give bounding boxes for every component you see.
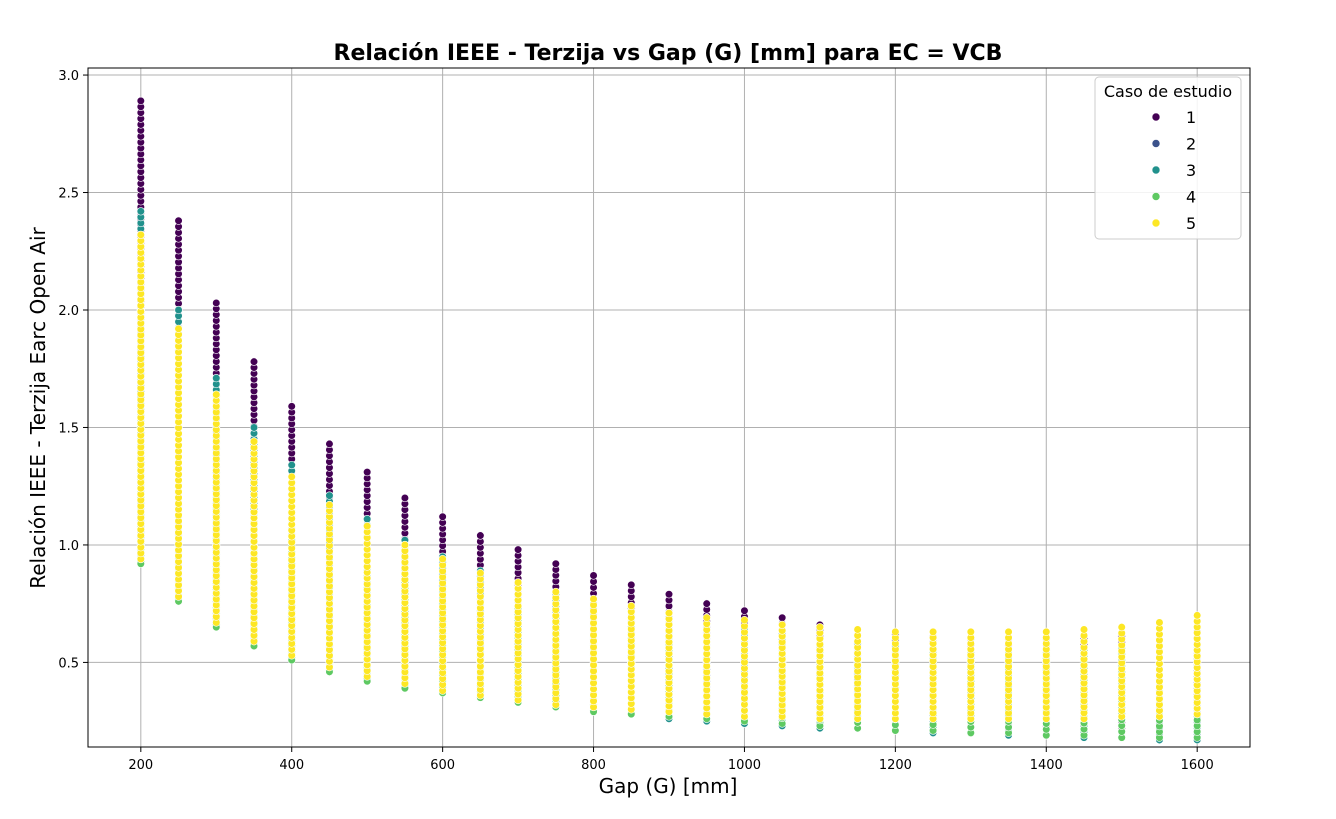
x-tick-label: 600 [430,758,455,773]
y-tick-label: 1.5 [58,421,79,436]
series-5-points [136,230,1202,723]
data-point [438,554,447,564]
data-point [212,298,221,308]
data-point [853,625,862,634]
data-point [287,402,296,411]
legend-marker [1151,139,1161,148]
data-point [136,207,145,216]
data-point [174,305,183,315]
data-point [1004,627,1013,636]
data-point [702,599,711,608]
data-point [174,324,183,333]
legend-label: 1 [1186,108,1196,127]
x-tick-label: 200 [128,758,153,773]
data-point [136,96,145,105]
data-point [815,623,825,632]
data-point [325,500,334,510]
data-point [513,578,523,587]
data-point [287,460,296,470]
data-point [627,580,636,589]
axis-ticks: 200 400 600 800 1000 1200 1400 1600 0.5 1.0 1.5 2.0… [58,69,1213,773]
data-point [325,439,334,449]
data-point [589,571,598,580]
legend-box [1094,76,1242,240]
data-point [136,230,145,239]
data-point [287,472,296,481]
legend-label: 4 [1186,188,1196,207]
grid [88,68,1250,747]
data-point [363,468,372,477]
data-point [664,608,674,618]
data-point [891,627,900,636]
data-point [249,437,259,446]
data-point [174,216,183,225]
data-point [928,627,938,636]
x-tick-label: 1400 [1030,758,1063,773]
data-point [476,531,485,540]
data-point [778,613,787,622]
y-axis-label: Relación IEEE - Terzija Earc Open Air [26,226,50,588]
data-point [363,515,372,524]
legend-marker [1151,218,1161,228]
legend-label: 2 [1186,135,1196,154]
legend-entries: 1 2 3 4 5 [1151,108,1196,233]
chart-title: Relación IEEE - Terzija vs Gap (G) [mm] … [334,41,1003,66]
legend-title: Caso de estudio [1104,82,1232,101]
data-point [1155,618,1164,627]
data-points [136,96,1202,745]
data-point [1193,611,1202,620]
data-point [212,390,221,399]
x-tick-label: 800 [581,758,606,773]
data-point [212,374,221,383]
data-point [627,601,636,611]
data-point [1042,627,1051,636]
data-point [476,569,485,578]
data-point [1117,623,1126,632]
data-point [325,491,334,500]
data-point [664,590,674,599]
y-tick-label: 1.0 [58,539,79,554]
x-axis-label: Gap (G) [mm] [599,774,738,798]
legend-marker [1151,165,1161,175]
data-point [1079,625,1089,634]
x-tick-label: 1200 [879,758,912,773]
data-point [513,545,523,554]
data-point [551,587,560,597]
data-point [400,493,410,503]
data-point [740,606,749,615]
legend: Caso de estudio 1 2 3 4 5 [1094,76,1242,240]
legend-marker [1151,192,1161,201]
y-tick-label: 0.5 [58,656,79,671]
data-point [249,357,259,366]
data-point [363,522,372,531]
data-point [249,423,259,432]
data-point [589,594,598,604]
legend-label: 5 [1186,214,1196,233]
x-tick-label: 400 [279,758,304,773]
data-point [702,613,711,622]
data-point [778,620,787,629]
y-tick-label: 2.5 [58,187,79,202]
data-point [966,627,975,636]
plot-frame [87,67,1251,748]
data-point [400,540,410,550]
y-tick-label: 3.0 [58,69,79,84]
data-point [551,559,560,568]
x-tick-label: 1000 [728,758,761,773]
data-point [740,616,749,625]
data-point [438,512,447,521]
y-tick-label: 2.0 [58,304,79,319]
x-tick-label: 1600 [1181,758,1214,773]
legend-marker [1151,112,1161,122]
legend-label: 3 [1186,161,1196,180]
